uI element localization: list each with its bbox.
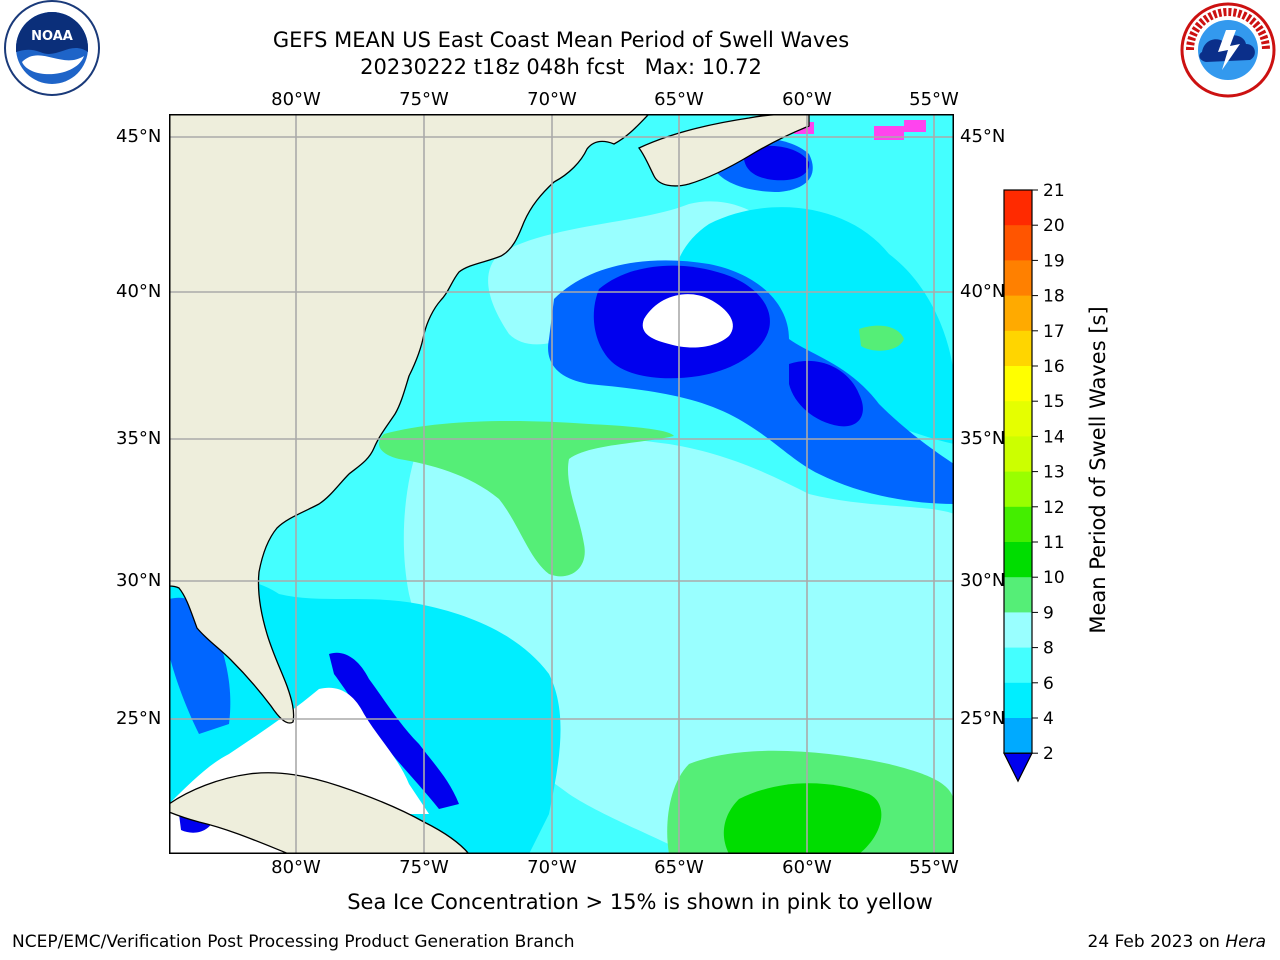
colorbar-tick-label: 2 bbox=[1043, 744, 1054, 764]
colorbar-box bbox=[1004, 190, 1032, 226]
map-frame bbox=[169, 114, 954, 854]
lon-label: 80°W bbox=[271, 857, 321, 878]
colorbar-ticks: 21 20 19 18 17 16 15 14 13 12 11 10 9 8 6 4 2 bbox=[1032, 181, 1065, 764]
contour-9-10s-central bbox=[379, 421, 674, 577]
nws-logo bbox=[1180, 2, 1276, 98]
colorbar-box bbox=[1004, 542, 1032, 578]
colorbar-tick-label: 8 bbox=[1043, 639, 1054, 659]
lon-label: 65°W bbox=[654, 89, 704, 110]
colorbar-tick-label: 21 bbox=[1043, 181, 1065, 201]
colorbar-tick-label: 12 bbox=[1043, 498, 1065, 518]
noaa-logo: NOAA bbox=[4, 0, 100, 96]
land-north-america bbox=[169, 114, 650, 724]
colorbar-box bbox=[1004, 647, 1032, 684]
colorbar-tick-label: 18 bbox=[1043, 287, 1065, 307]
lon-label: 75°W bbox=[399, 89, 449, 110]
map-title: GEFS MEAN US East Coast Mean Period of S… bbox=[272, 28, 850, 52]
contour-2-4s-maine bbox=[743, 145, 810, 181]
sea-ice-note: Sea Ice Concentration > 15% is shown in … bbox=[347, 890, 933, 914]
lon-label: 60°W bbox=[782, 857, 832, 878]
machine-name: Hera bbox=[1225, 932, 1266, 952]
colorbar-box bbox=[1004, 577, 1032, 613]
colorbar-label: Mean Period of Swell Waves [s] bbox=[1086, 306, 1110, 634]
lon-label: 70°W bbox=[527, 857, 577, 878]
colorbar-tick-label: 9 bbox=[1043, 603, 1054, 623]
lat-label: 45°N bbox=[116, 126, 162, 147]
colorbar-tick-label: 10 bbox=[1043, 568, 1065, 588]
sea-ice-patch bbox=[904, 120, 926, 132]
credit-text: NCEP/EMC/Verification Post Processing Pr… bbox=[12, 932, 575, 952]
date-text: 24 Feb 2023 on Hera bbox=[1088, 932, 1266, 952]
colorbar-box bbox=[1004, 225, 1032, 261]
lat-label: 25°N bbox=[960, 708, 1006, 729]
colorbar-box bbox=[1004, 330, 1032, 367]
swell-period-map bbox=[169, 114, 954, 854]
contour-undefined-core bbox=[642, 294, 733, 348]
colorbar-box bbox=[1004, 295, 1032, 332]
contour-10-11s-south bbox=[723, 783, 882, 854]
colorbar-tick-label: 17 bbox=[1043, 322, 1065, 342]
colorbar-tick-label: 19 bbox=[1043, 251, 1065, 271]
lon-label: 60°W bbox=[782, 89, 832, 110]
colorbar-tick-label: 15 bbox=[1043, 392, 1065, 412]
lon-label: 70°W bbox=[527, 89, 577, 110]
colorbar-box bbox=[1004, 366, 1032, 402]
colorbar-box bbox=[1004, 471, 1032, 508]
colorbar-box bbox=[1004, 506, 1032, 543]
colorbar-tick-label: 4 bbox=[1043, 709, 1054, 729]
map-subtitle: 20230222 t18z 048h fcst Max: 10.72 bbox=[360, 55, 762, 79]
lat-label: 30°N bbox=[960, 570, 1006, 591]
lat-label: 30°N bbox=[116, 570, 162, 591]
colorbar-tick-label: 20 bbox=[1043, 216, 1065, 236]
colorbar-tick-label: 13 bbox=[1043, 463, 1065, 483]
colorbar-box bbox=[1004, 718, 1032, 754]
lon-label: 55°W bbox=[909, 857, 959, 878]
lat-label: 35°N bbox=[116, 428, 162, 449]
graticule bbox=[169, 114, 954, 854]
sea-ice-patch bbox=[874, 126, 904, 140]
colorbar-tick-label: 16 bbox=[1043, 357, 1065, 377]
lon-label: 65°W bbox=[654, 857, 704, 878]
colorbar-box bbox=[1004, 260, 1032, 297]
lon-label: 80°W bbox=[271, 89, 321, 110]
lat-label: 35°N bbox=[960, 428, 1006, 449]
colorbar-tick-label: 11 bbox=[1043, 533, 1065, 553]
colorbar-box bbox=[1004, 436, 1032, 473]
colorbar-box bbox=[1004, 682, 1032, 719]
colorbar-tick-label: 14 bbox=[1043, 427, 1065, 447]
lon-label: 55°W bbox=[909, 89, 959, 110]
land-nova-scotia bbox=[637, 114, 810, 187]
date-label: 24 Feb 2023 on bbox=[1087, 932, 1226, 952]
colorbar: 21 20 19 18 17 16 15 14 13 12 11 10 9 8 6 4 2 bbox=[1003, 181, 1065, 783]
lat-label: 25°N bbox=[116, 708, 162, 729]
lon-label: 75°W bbox=[399, 857, 449, 878]
lat-label: 45°N bbox=[960, 126, 1006, 147]
colorbar-tick-label: 6 bbox=[1043, 674, 1054, 694]
noaa-logo-text: NOAA bbox=[31, 29, 73, 44]
colorbar-box bbox=[1004, 612, 1032, 649]
colorbar-boxes bbox=[1003, 189, 1033, 783]
contour-2-4s-bahamas bbox=[329, 652, 459, 809]
colorbar-box bbox=[1004, 401, 1032, 437]
contour-9-10s-east bbox=[859, 325, 904, 351]
lat-label: 40°N bbox=[960, 281, 1006, 302]
lat-label: 40°N bbox=[116, 281, 162, 302]
colorbar-extend-arrow bbox=[1003, 752, 1033, 783]
